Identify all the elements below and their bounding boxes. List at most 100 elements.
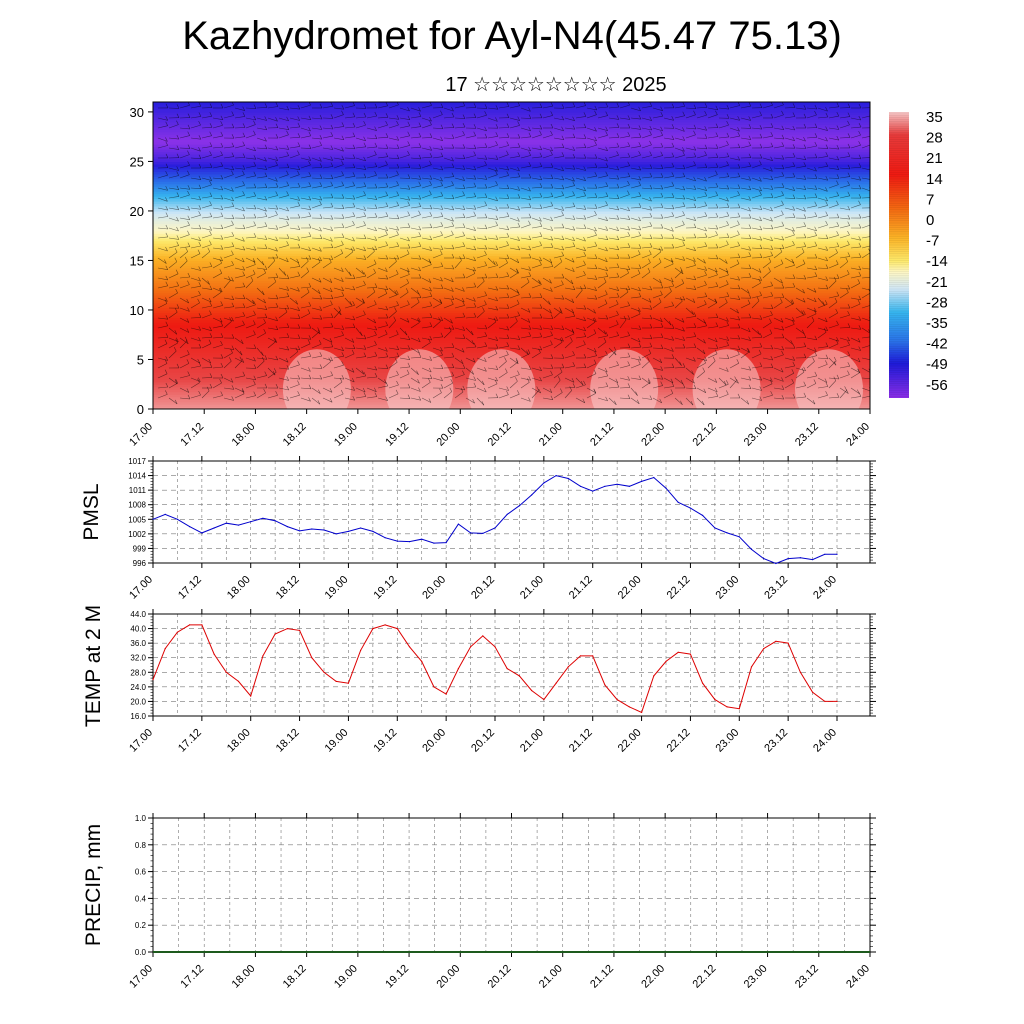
wind-barb-flag [242, 106, 245, 111]
series-point [775, 640, 777, 642]
wind-barb [520, 281, 530, 289]
wind-barb-flag [803, 194, 807, 200]
wind-barb-flag [165, 321, 169, 326]
wind-barb [861, 367, 870, 373]
series-point [225, 522, 227, 524]
wind-barb [740, 105, 751, 109]
wind-barb [575, 327, 586, 332]
wind-barb [839, 292, 849, 299]
wind-barb-flag [460, 359, 464, 364]
wind-barb [718, 176, 729, 179]
wind-barb [652, 167, 664, 169]
wind-barb [696, 257, 706, 264]
wind-barb-flag [341, 135, 345, 140]
wind-barb-flag [363, 392, 367, 397]
wind-barb-flag [693, 176, 696, 182]
wind-barb [520, 165, 531, 169]
wind-barb [652, 357, 662, 363]
wind-barb-flag [583, 123, 587, 128]
wind-barb-flag [341, 110, 344, 115]
wind-barb-flag [286, 396, 289, 401]
wind-barb-flag [330, 371, 333, 376]
wind-barb-flag [165, 163, 169, 168]
wind-barb [333, 310, 341, 319]
wind-barb [168, 175, 179, 179]
series-point [579, 655, 582, 657]
wind-barb-flag [548, 300, 551, 305]
temperature-band [153, 124, 870, 128]
wind-barb [641, 382, 651, 389]
wind-barb [366, 237, 377, 241]
wind-barb-flag [737, 230, 740, 235]
series-point [641, 480, 643, 482]
wind-barb-flag [703, 358, 706, 364]
temperature-band [153, 198, 870, 202]
wind-barb [674, 257, 685, 261]
wind-barb-flag [220, 194, 224, 200]
wind-barb [586, 307, 596, 314]
x-tick-label: 19.12 [371, 574, 399, 602]
wind-barb-flag [660, 283, 664, 289]
wind-barb-flag [792, 186, 795, 191]
temperature-band [153, 314, 870, 318]
wind-barb [784, 227, 795, 232]
wind-barb-flag [286, 151, 289, 156]
series-point [653, 675, 655, 677]
wind-barb-flag [616, 165, 620, 171]
wind-barb [344, 185, 355, 189]
wind-barb [168, 261, 177, 269]
wind-barb [498, 257, 510, 259]
wind-barb-flag [297, 324, 301, 329]
wind-barb-flag [781, 191, 784, 196]
wind-barb [234, 207, 245, 212]
wind-barb-flag [594, 154, 598, 159]
wind-barb [465, 107, 477, 109]
wind-barb-flag [352, 344, 356, 349]
wind-barb [234, 387, 245, 393]
wind-barb [795, 207, 806, 212]
wind-barb-flag [803, 242, 807, 247]
wind-barb-flag [539, 162, 543, 167]
wind-barb-flag [472, 398, 475, 404]
wind-barb [685, 114, 696, 119]
wind-barb-flag [770, 377, 773, 382]
wind-barb [443, 225, 454, 229]
wind-barb-flag [306, 288, 310, 293]
wind-barb [212, 247, 223, 250]
wind-barb [168, 292, 178, 299]
wind-barb [564, 354, 575, 359]
wind-barb [289, 287, 300, 292]
wind-barb-flag [416, 370, 419, 375]
wind-barb-flag [275, 210, 278, 216]
wind-barb-flag [330, 243, 334, 248]
wind-barb-flag [440, 384, 444, 389]
wind-barb-flag [704, 270, 707, 276]
wind-barb-flag [670, 277, 674, 282]
wind-barb [608, 137, 620, 139]
wind-barb-flag [726, 233, 730, 238]
wind-barb [410, 387, 421, 392]
wind-barb [245, 247, 256, 251]
wind-barb [399, 304, 410, 309]
wind-barb [861, 327, 870, 334]
wind-barb-flag [770, 355, 774, 361]
wind-barb [608, 267, 620, 269]
wind-barb [476, 397, 485, 406]
wind-barb-flag [220, 224, 224, 229]
wind-barb [498, 236, 509, 239]
wind-barb [355, 314, 366, 319]
heatmap-x-tick-label: 22.12 [691, 421, 719, 449]
wind-barb-flag [627, 231, 631, 237]
wind-barb [300, 337, 311, 340]
wind-barb [817, 357, 829, 360]
wind-barb-flag [715, 344, 719, 349]
wind-barb [498, 262, 508, 269]
wind-barb-flag [329, 388, 333, 393]
wind-barb-flag [352, 274, 356, 279]
wind-barb [366, 127, 377, 131]
wind-barb-flag [833, 276, 837, 282]
wind-barb-flag [352, 154, 356, 159]
wind-barb-flag [264, 371, 267, 376]
wind-barb-flag [616, 142, 620, 148]
wind-barb-flag [209, 363, 213, 368]
